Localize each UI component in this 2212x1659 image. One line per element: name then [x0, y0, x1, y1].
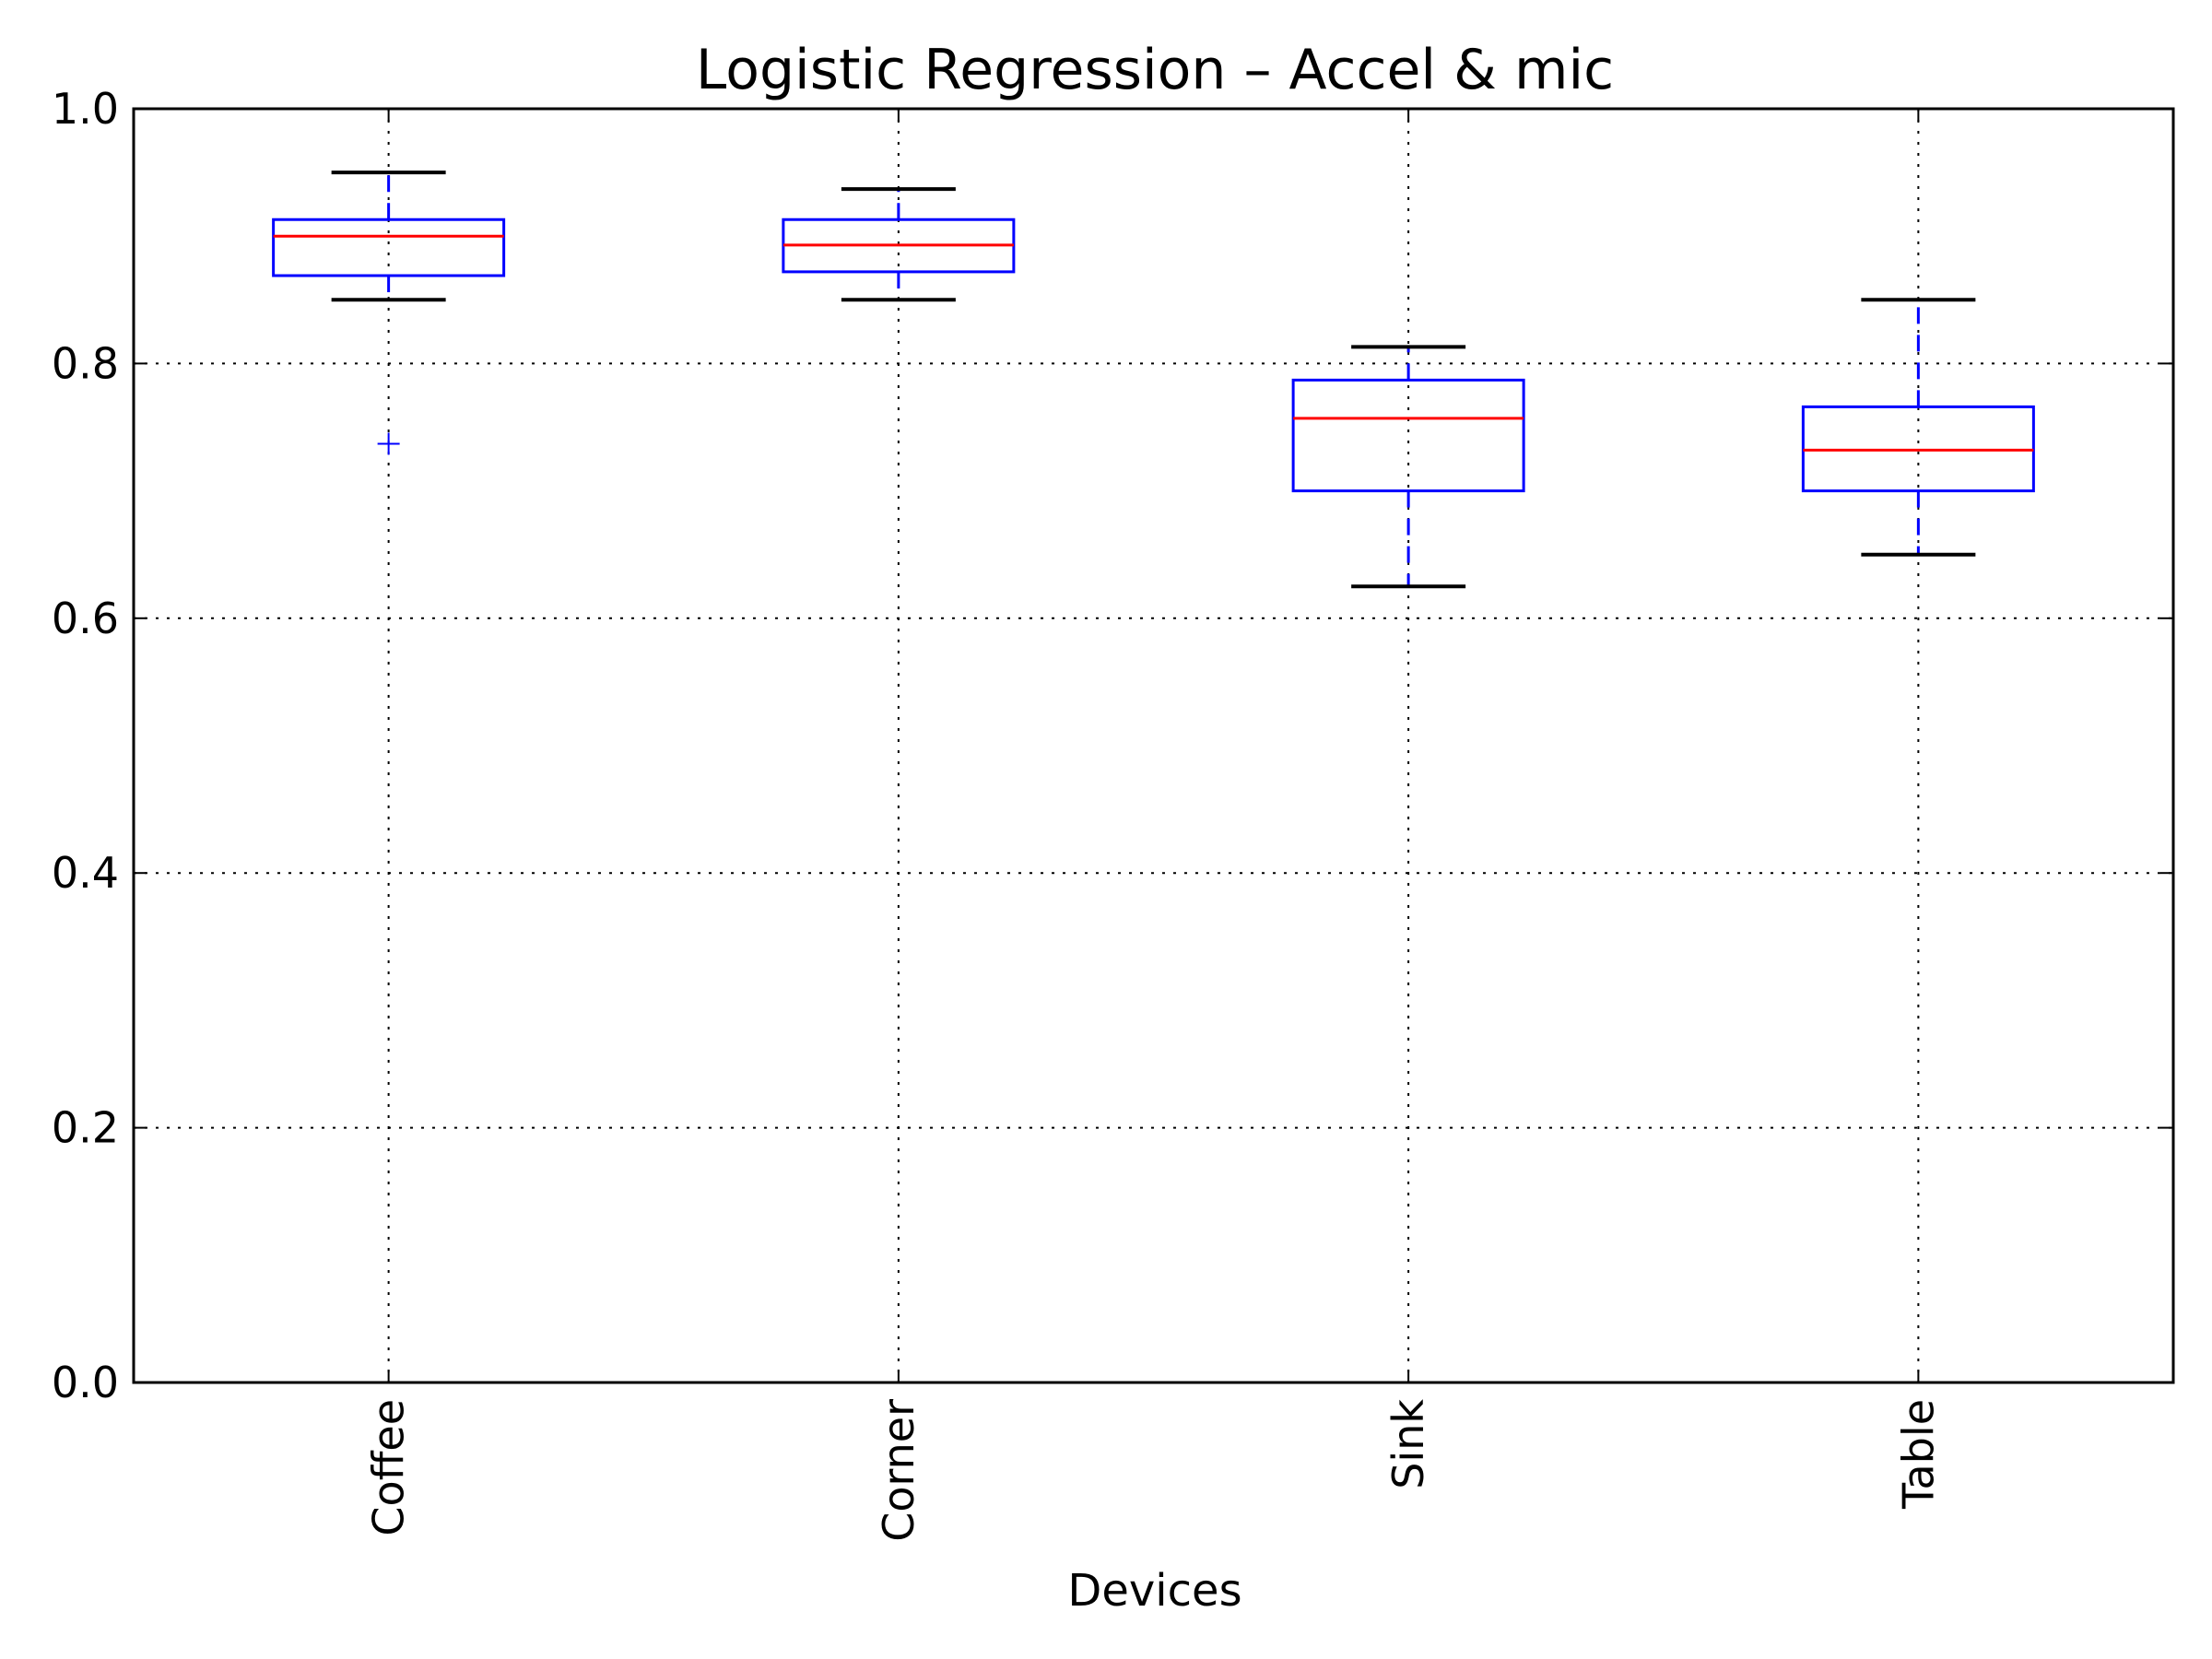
x-axis-label: Devices — [1067, 1565, 1241, 1617]
y-tick-label: 0.0 — [52, 1358, 119, 1407]
y-tick-label: 1.0 — [52, 84, 119, 134]
chart-title: Logistic Regression – Accel & mic — [696, 38, 1614, 102]
box-table — [1801, 298, 2035, 557]
iqr-box — [272, 218, 506, 277]
plot-frame — [132, 107, 2175, 1384]
y-tick-label: 0.2 — [52, 1103, 119, 1153]
x-tick-label-sink: Sink — [1383, 1399, 1433, 1489]
box-corner — [782, 187, 1016, 302]
x-tick-label-coffee: Coffee — [364, 1399, 414, 1536]
axis-ticks: 0.0 0.2 0.4 0.6 0.8 1.0 Coffee Corner Sink Table — [52, 84, 2173, 1542]
x-tick-label-corner: Corner — [874, 1399, 924, 1542]
box-coffee — [272, 171, 506, 455]
y-tick-label: 0.8 — [52, 338, 119, 388]
y-tick-label: 0.4 — [52, 848, 119, 898]
y-tick-label: 0.6 — [52, 594, 119, 643]
iqr-box — [1291, 378, 1525, 493]
x-tick-label-table: Table — [1893, 1399, 1943, 1510]
outlier-marker — [377, 432, 400, 455]
box-sink — [1291, 345, 1525, 589]
box-series — [272, 171, 2035, 589]
